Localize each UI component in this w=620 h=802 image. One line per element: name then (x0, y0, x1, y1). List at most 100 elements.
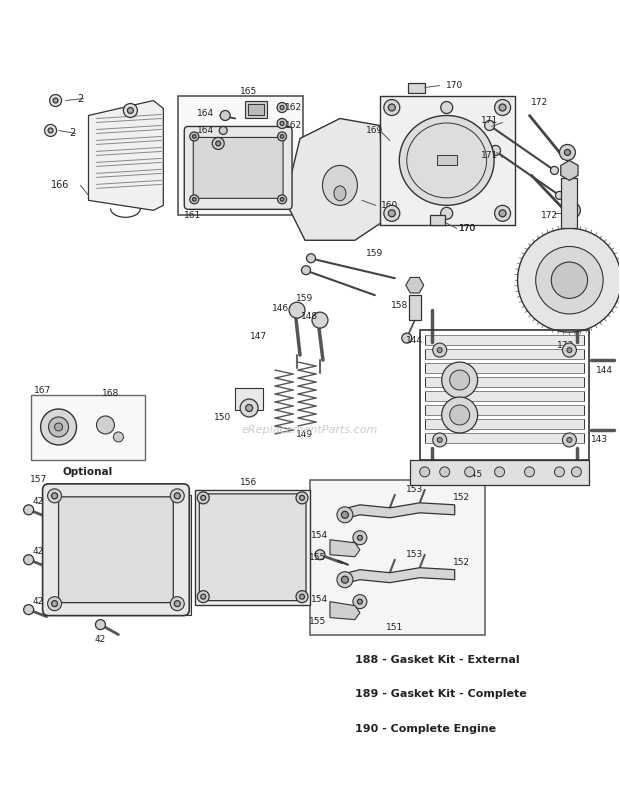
Text: 167: 167 (34, 386, 51, 395)
FancyBboxPatch shape (43, 484, 189, 616)
Bar (420, 330, 590, 460)
Circle shape (278, 132, 286, 141)
Circle shape (299, 496, 304, 500)
Circle shape (24, 605, 33, 614)
Text: eReplacementParts.com: eReplacementParts.com (242, 425, 378, 435)
Circle shape (388, 210, 396, 217)
Bar (425, 349, 585, 359)
Bar (436, 156, 457, 165)
Circle shape (564, 149, 570, 156)
Text: 161: 161 (184, 211, 201, 220)
Text: 144: 144 (406, 335, 423, 345)
Circle shape (525, 467, 534, 477)
Circle shape (280, 197, 284, 201)
Text: 144: 144 (596, 366, 613, 375)
Circle shape (190, 195, 199, 204)
FancyBboxPatch shape (58, 496, 174, 602)
Circle shape (40, 409, 76, 445)
Text: 160: 160 (381, 200, 399, 210)
Circle shape (190, 132, 199, 141)
Circle shape (246, 404, 252, 411)
Text: 173: 173 (557, 341, 574, 350)
Text: 42: 42 (33, 547, 44, 557)
Circle shape (562, 433, 577, 447)
Text: 155: 155 (309, 553, 327, 562)
Circle shape (357, 599, 362, 604)
Circle shape (441, 397, 477, 433)
Ellipse shape (322, 165, 357, 205)
Text: 155: 155 (309, 617, 327, 626)
Text: 162: 162 (285, 103, 301, 112)
Text: 42: 42 (33, 497, 44, 506)
Bar (245, 100, 267, 119)
Text: 148: 148 (301, 312, 319, 321)
Circle shape (113, 432, 123, 442)
Bar (425, 391, 585, 401)
Text: 170: 170 (459, 224, 476, 233)
Circle shape (212, 137, 224, 149)
Bar (380, 95, 515, 225)
Circle shape (306, 253, 316, 263)
Text: 164: 164 (197, 126, 214, 135)
Circle shape (420, 467, 430, 477)
Circle shape (24, 504, 33, 515)
Bar (425, 433, 585, 443)
Circle shape (357, 535, 362, 541)
Bar (235, 388, 263, 410)
Text: 154: 154 (311, 595, 329, 604)
Bar (195, 490, 310, 605)
Circle shape (464, 467, 475, 477)
Circle shape (280, 121, 284, 125)
Text: 42: 42 (95, 635, 106, 644)
Circle shape (220, 111, 230, 120)
Ellipse shape (399, 115, 494, 205)
Circle shape (53, 98, 58, 103)
Text: OHV: OHV (94, 541, 138, 559)
Circle shape (197, 492, 209, 504)
Circle shape (50, 95, 61, 107)
Circle shape (192, 197, 196, 201)
Text: 159: 159 (296, 294, 314, 302)
Text: 172: 172 (541, 211, 558, 220)
Circle shape (556, 192, 564, 200)
Circle shape (48, 417, 69, 437)
Circle shape (441, 362, 477, 398)
Bar (179, 95, 303, 215)
Circle shape (499, 210, 506, 217)
Circle shape (518, 229, 620, 332)
Circle shape (280, 106, 284, 110)
Text: 162: 162 (285, 121, 301, 130)
Polygon shape (560, 160, 578, 180)
Polygon shape (330, 602, 360, 620)
Circle shape (97, 416, 115, 434)
Bar (409, 295, 421, 320)
Bar (425, 419, 585, 429)
Text: 2: 2 (69, 128, 76, 139)
Circle shape (219, 127, 227, 135)
Circle shape (278, 195, 286, 204)
Circle shape (170, 597, 184, 610)
Circle shape (536, 246, 603, 314)
Circle shape (433, 433, 446, 447)
Circle shape (95, 620, 105, 630)
Bar (562, 178, 577, 229)
Bar (425, 335, 585, 345)
Circle shape (48, 128, 53, 133)
Circle shape (551, 262, 588, 298)
Circle shape (299, 594, 304, 599)
Bar (248, 103, 264, 115)
Circle shape (495, 205, 510, 221)
Circle shape (342, 576, 348, 583)
Circle shape (123, 103, 138, 117)
Text: 157: 157 (30, 476, 47, 484)
Circle shape (499, 104, 506, 111)
Circle shape (450, 370, 469, 390)
Circle shape (388, 104, 396, 111)
Text: 152: 152 (453, 493, 470, 502)
Text: 147: 147 (250, 331, 267, 341)
Circle shape (315, 549, 325, 560)
Circle shape (572, 467, 582, 477)
Circle shape (569, 208, 575, 213)
Circle shape (216, 141, 221, 146)
FancyBboxPatch shape (199, 494, 306, 601)
